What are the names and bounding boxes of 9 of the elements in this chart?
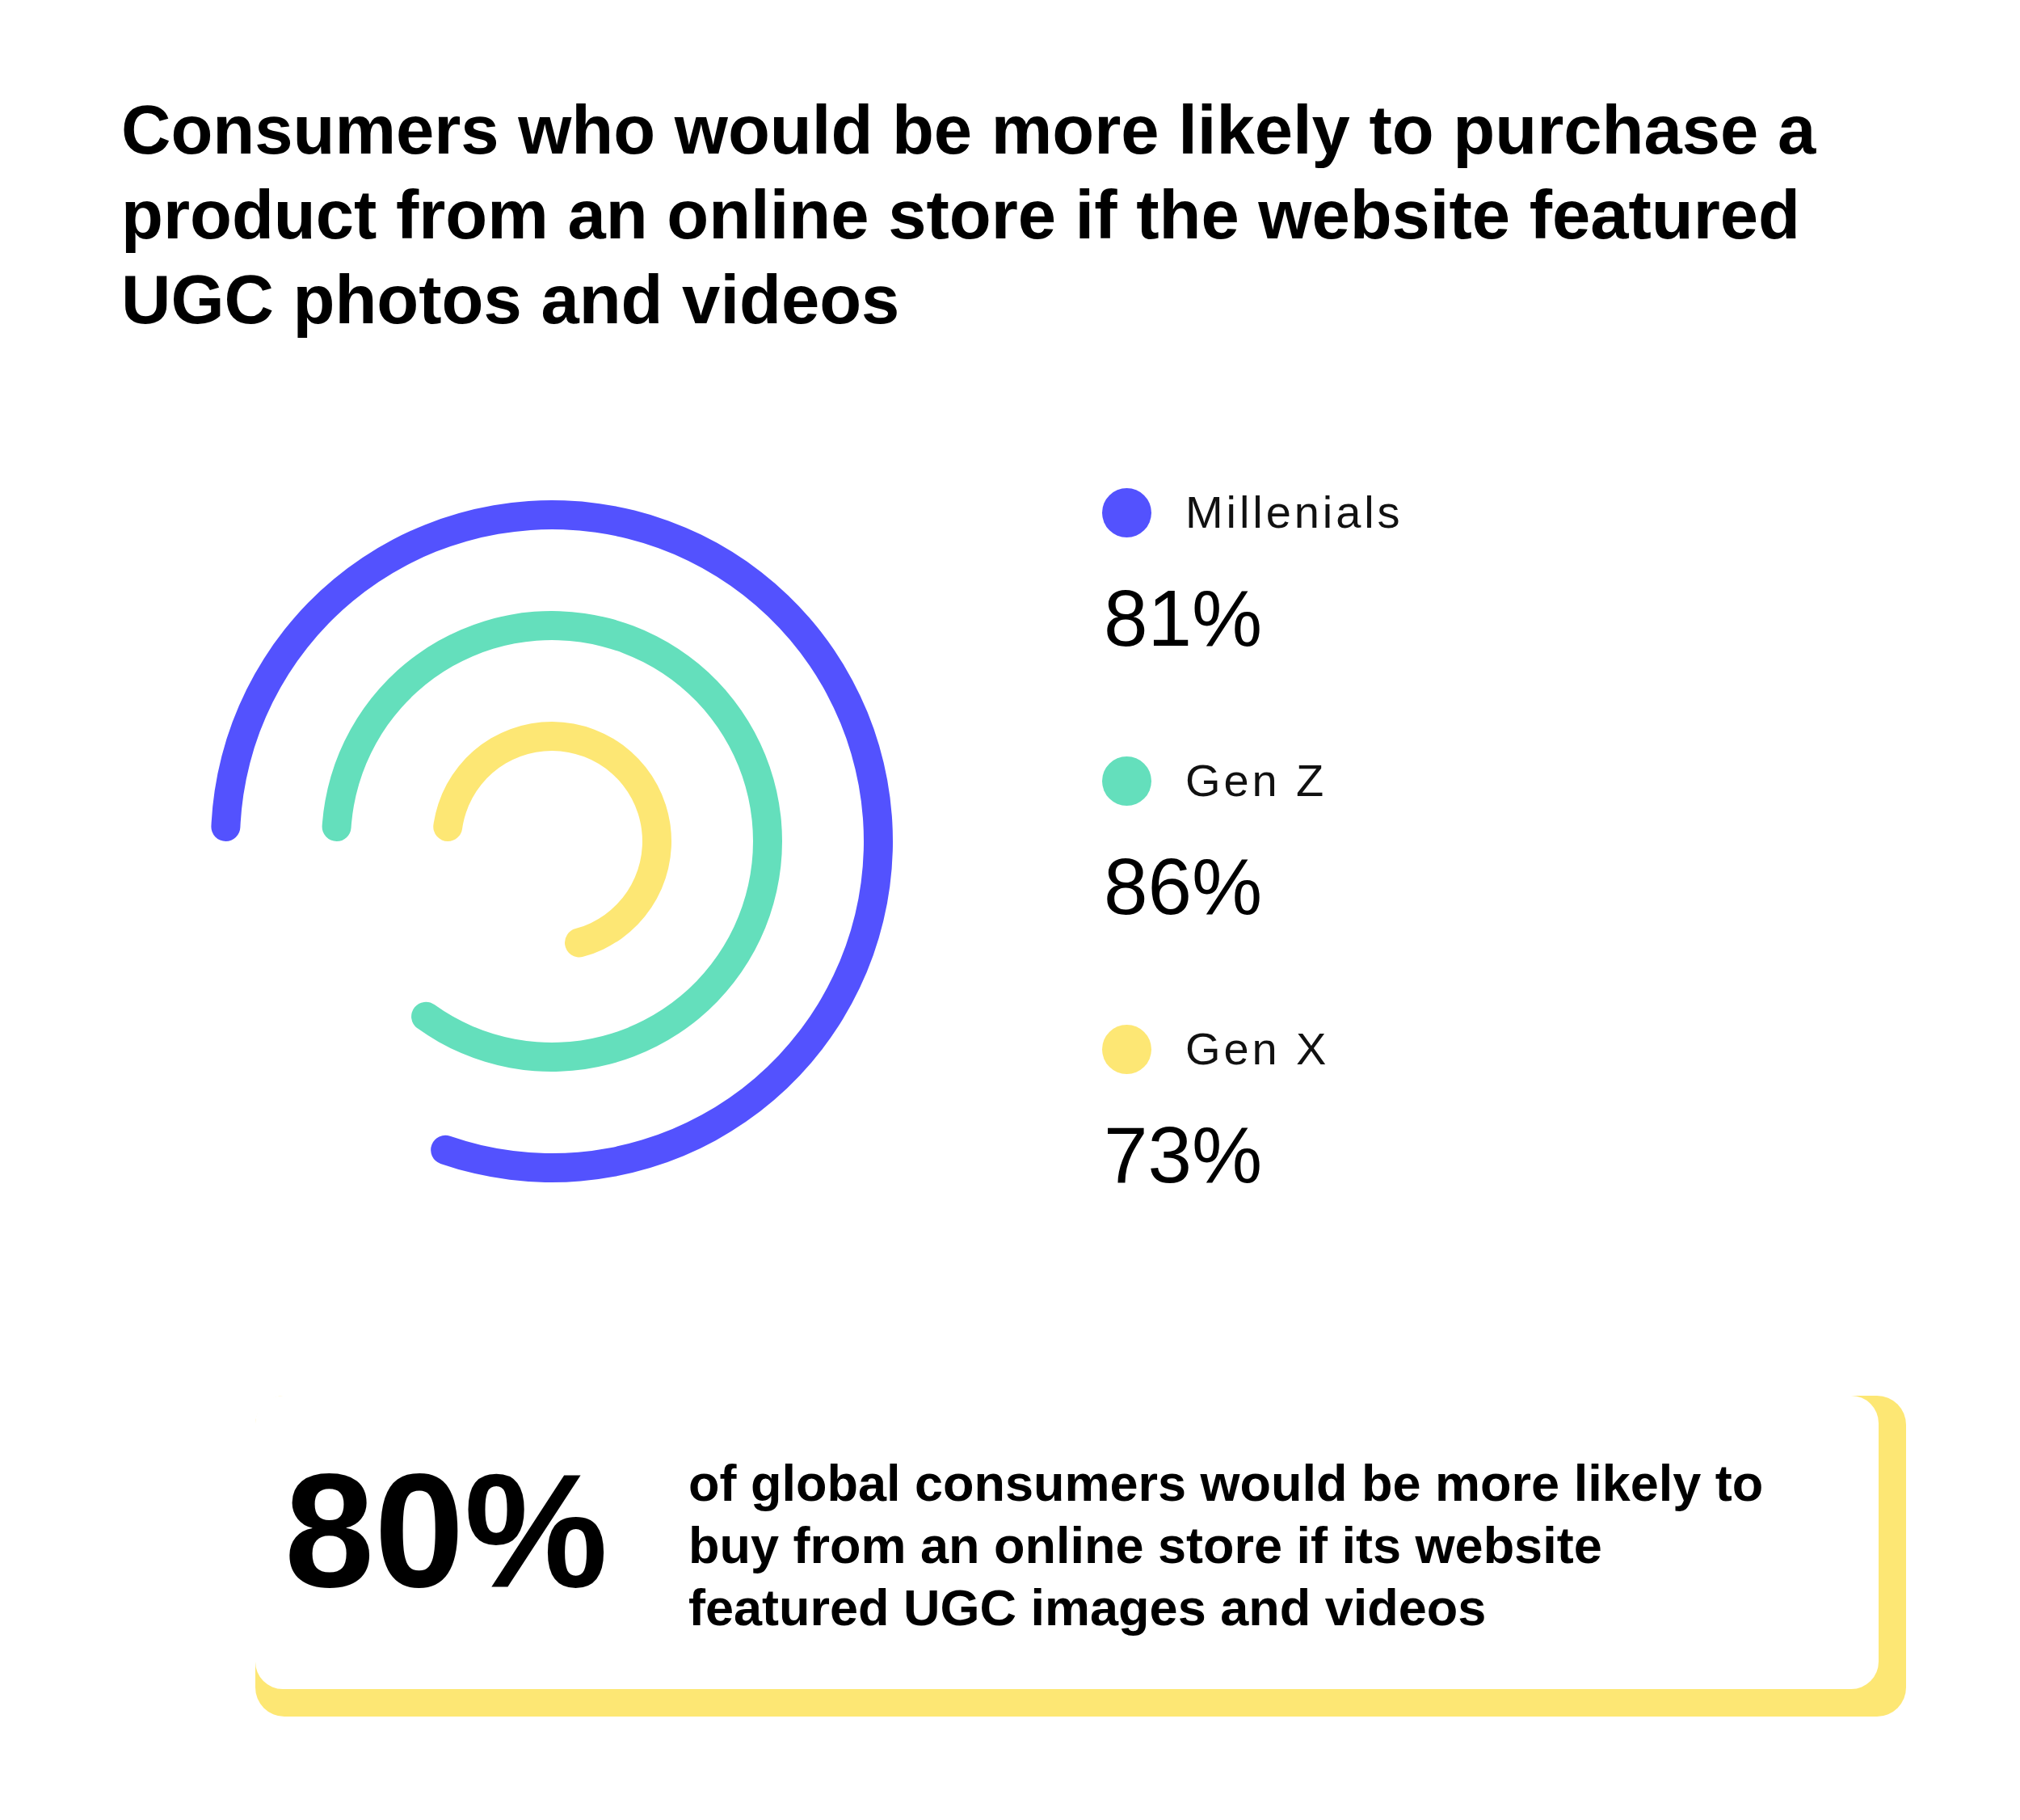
data-label: 73% xyxy=(1104,1110,1264,1201)
legend-label: Millenials xyxy=(1185,487,1403,537)
text: Consumers who would be more likely to purchase a product from an online store if the website featured UGC photos and videos xyxy=(121,91,1817,339)
text: of global consumers would be more likely to buy from an online store if its website featured UGC images and videos xyxy=(688,1454,1765,1637)
legend-label: Gen X xyxy=(1185,1023,1330,1074)
text: 80% xyxy=(284,1440,608,1620)
data-label: 81% xyxy=(1104,573,1264,664)
data-label: 86% xyxy=(1104,841,1264,933)
legend-label: Gen Z xyxy=(1185,755,1328,806)
